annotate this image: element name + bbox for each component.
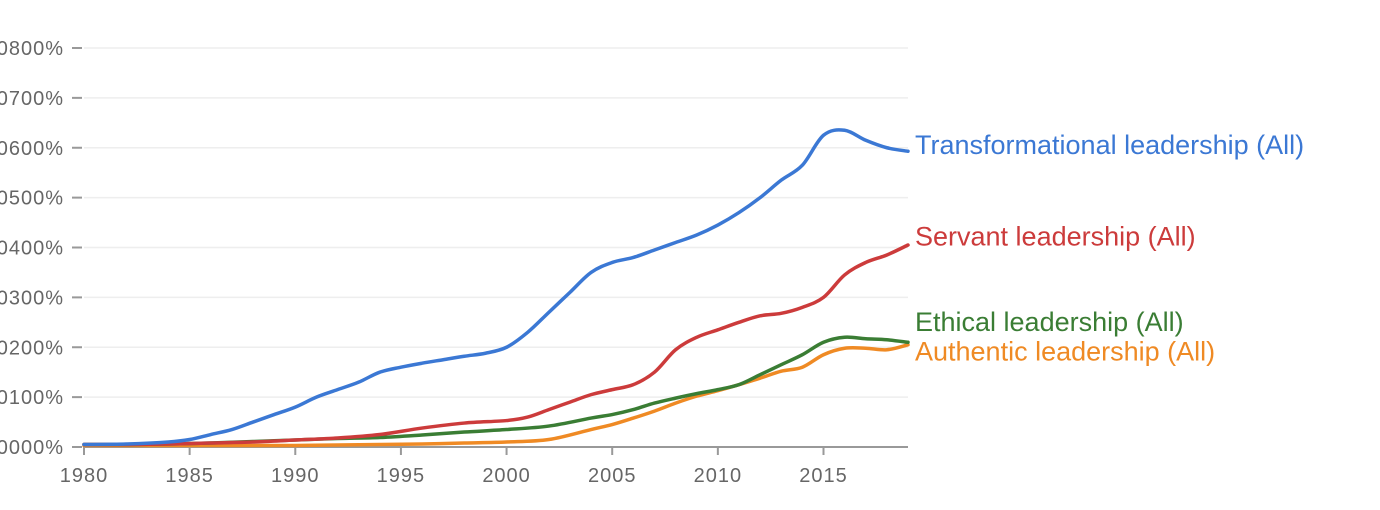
y-tick-label: 0.000400%: [0, 238, 64, 260]
x-tick-label: 1990: [271, 465, 320, 487]
x-tick-label: 1980: [60, 465, 109, 487]
y-tick-label: 0.000600%: [0, 138, 64, 160]
y-tick-label: 0.000300%: [0, 287, 64, 309]
y-tick-label: 0.000000%: [0, 437, 64, 459]
x-axis: 1980 1985 1990 1995 2000 2005 2010 2015: [60, 446, 908, 487]
x-tick-label: 1995: [377, 465, 426, 487]
y-tick-label: 0.000500%: [0, 188, 64, 210]
series-label: Ethical leadership (All): [915, 307, 1184, 337]
series-line-transformational-leadership-all: [82, 128, 910, 447]
series-line-servant-leadership-all: [82, 243, 910, 447]
series-label: Transformational leadership (All): [915, 130, 1304, 160]
x-tick-label: 1985: [165, 465, 214, 487]
series-line-ethical-leadership-all: [82, 335, 910, 447]
series-line-authentic-leadership-all: [82, 343, 910, 448]
x-tick-label: 2005: [588, 465, 637, 487]
series-label: Servant leadership (All): [915, 222, 1196, 252]
y-tick-label: 0.000100%: [0, 387, 64, 409]
series-label: Authentic leadership (All): [915, 337, 1215, 367]
x-tick-label: 2000: [482, 465, 531, 487]
x-tick-label: 2015: [799, 465, 848, 487]
y-tick-label: 0.000700%: [0, 88, 64, 110]
series-labels: Transformational leadership (All) Servant…: [915, 130, 1304, 367]
grid-lines: [84, 47, 908, 398]
y-tick-label: 0.000800%: [0, 38, 64, 60]
series-lines: [82, 128, 910, 448]
x-tick-label: 2010: [694, 465, 743, 487]
